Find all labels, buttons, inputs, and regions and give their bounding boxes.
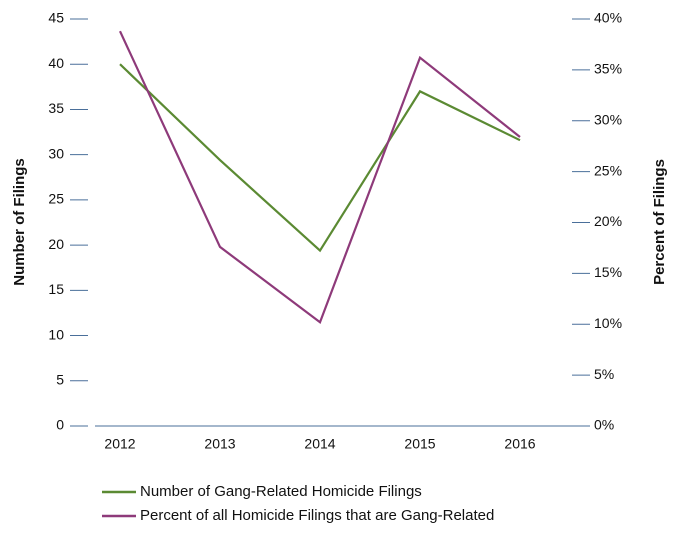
legend-label: Number of Gang-Related Homicide Filings: [140, 483, 422, 500]
y-tick-label: 40: [48, 55, 64, 71]
y-tick-label: 25: [48, 191, 64, 207]
x-tick-label: 2015: [404, 436, 435, 452]
y2-tick-label: 5%: [594, 366, 614, 382]
y2-tick-label: 25%: [594, 162, 622, 178]
y-tick-label: 10: [48, 326, 64, 342]
series-line: [119, 63, 521, 253]
y-tick-label: 35: [48, 100, 64, 116]
legend-label: Percent of all Homicide Filings that are…: [140, 507, 494, 524]
x-tick-label: 2014: [304, 436, 335, 452]
y2-tick-label: 10%: [594, 315, 622, 331]
x-tick-label: 2012: [104, 436, 135, 452]
y2-tick-label: 20%: [594, 213, 622, 229]
y2-tick-label: 40%: [594, 10, 622, 26]
y2-tick-label: 15%: [594, 264, 622, 280]
y-axis-title: Number of Filings: [11, 158, 28, 286]
y2-tick-label: 0%: [594, 417, 614, 433]
y-tick-label: 15: [48, 281, 64, 297]
series-line: [119, 30, 521, 324]
y-tick-label: 5: [56, 371, 64, 387]
x-tick-label: 2013: [204, 436, 235, 452]
y-tick-label: 45: [48, 10, 64, 26]
y-tick-label: 0: [56, 417, 64, 433]
y-tick-label: 20: [48, 236, 64, 252]
x-tick-label: 2016: [504, 436, 535, 452]
y2-tick-label: 30%: [594, 111, 622, 127]
y2-axis-title: Percent of Filings: [651, 159, 668, 285]
y2-tick-label: 35%: [594, 61, 622, 77]
y-tick-label: 30: [48, 145, 64, 161]
